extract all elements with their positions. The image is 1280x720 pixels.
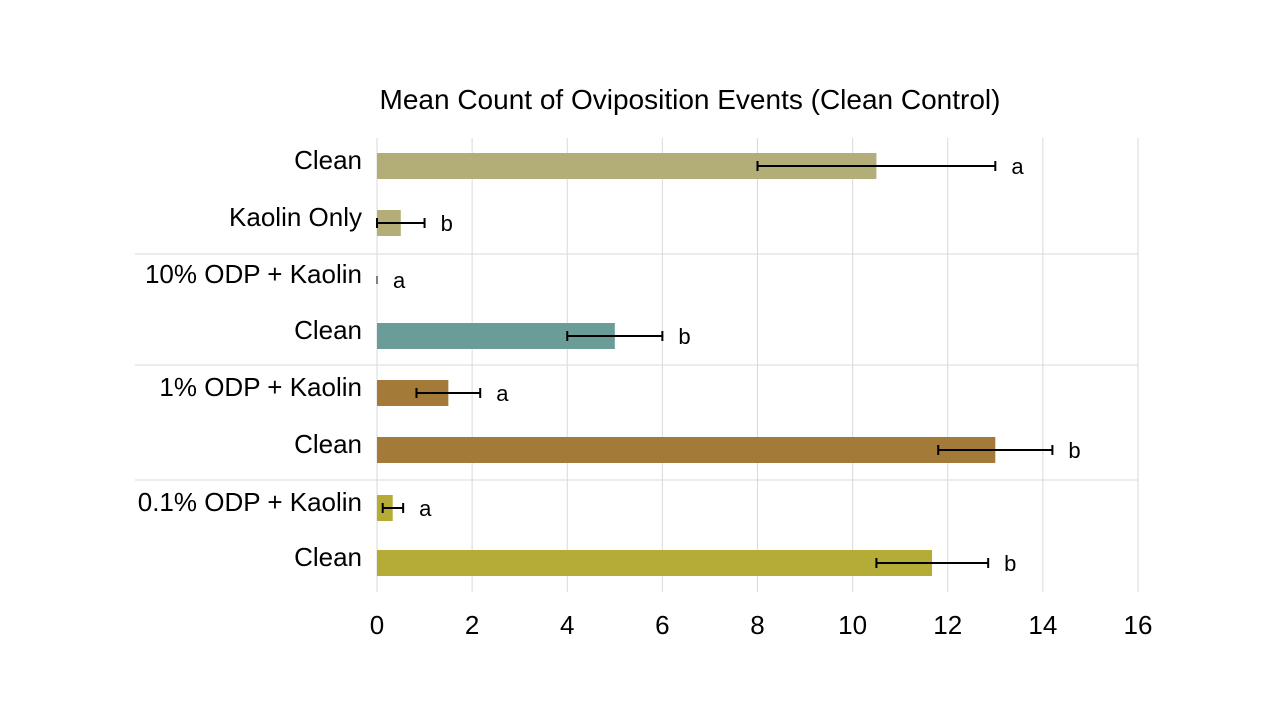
x-tick-label: 0 bbox=[370, 610, 384, 640]
bar bbox=[377, 437, 996, 463]
x-tick-label: 10 bbox=[838, 610, 867, 640]
significance-letter: a bbox=[496, 381, 509, 406]
x-tick-labels: 0 2 4 6 8 10 12 14 16 bbox=[370, 610, 1153, 640]
error-bars bbox=[376, 161, 1054, 568]
category-label: 10% ODP + Kaolin bbox=[145, 259, 362, 289]
significance-letter: b bbox=[678, 324, 690, 349]
category-label: Clean bbox=[294, 315, 362, 345]
significance-letter: a bbox=[1011, 154, 1024, 179]
significance-letter: b bbox=[1068, 438, 1080, 463]
significance-letter: a bbox=[393, 268, 406, 293]
category-label: Clean bbox=[294, 542, 362, 572]
bar bbox=[377, 550, 933, 576]
x-tick-label: 6 bbox=[655, 610, 669, 640]
category-label: 1% ODP + Kaolin bbox=[159, 372, 362, 402]
grid-lines bbox=[135, 138, 1139, 592]
x-tick-label: 16 bbox=[1124, 610, 1153, 640]
category-label: Clean bbox=[294, 429, 362, 459]
category-label: Kaolin Only bbox=[229, 202, 362, 232]
category-label: Clean bbox=[294, 145, 362, 175]
x-tick-label: 14 bbox=[1028, 610, 1057, 640]
category-labels: Clean Kaolin Only 10% ODP + Kaolin Clean 1% … bbox=[138, 145, 362, 572]
category-label: 0.1% ODP + Kaolin bbox=[138, 487, 362, 517]
x-tick-label: 2 bbox=[465, 610, 479, 640]
chart-title: Mean Count of Oviposition Events (Clean … bbox=[379, 84, 1001, 115]
x-tick-label: 4 bbox=[560, 610, 574, 640]
significance-letter: b bbox=[441, 211, 453, 236]
x-tick-label: 8 bbox=[750, 610, 764, 640]
x-tick-label: 12 bbox=[933, 610, 962, 640]
significance-letter: b bbox=[1004, 551, 1016, 576]
significance-letter: a bbox=[419, 496, 432, 521]
significance-labels: a b a b a b a b bbox=[393, 154, 1081, 576]
